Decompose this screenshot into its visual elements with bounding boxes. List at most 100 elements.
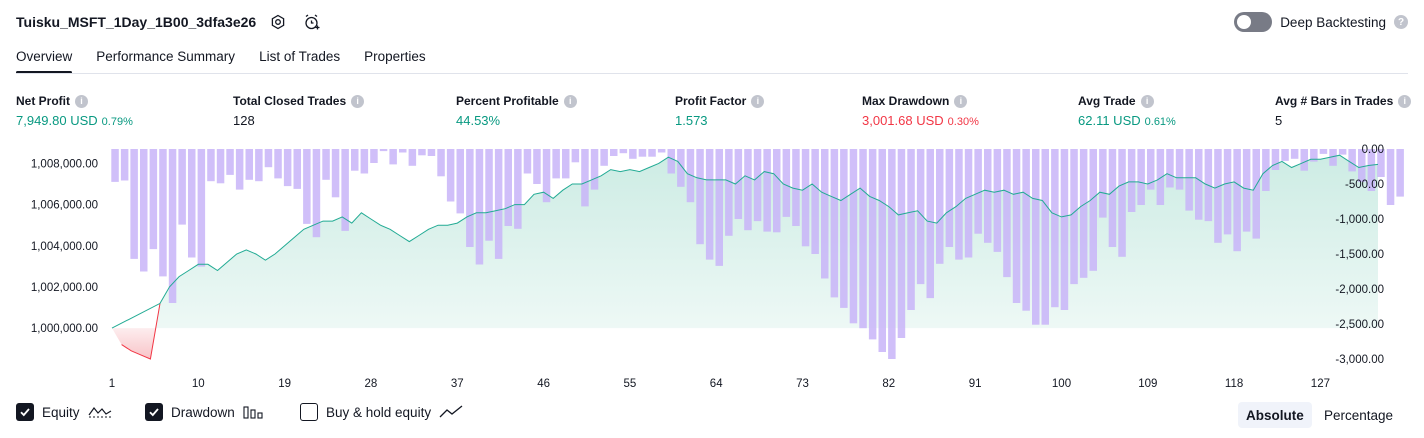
drawdown-bar	[312, 149, 321, 238]
right-axis-tick: -3,000.00	[1335, 354, 1384, 366]
info-icon[interactable]: i	[563, 94, 577, 108]
drawdown-bar	[1396, 149, 1404, 197]
alarm-clock-add-icon	[305, 14, 320, 30]
drawdown-bar	[1386, 149, 1395, 205]
drawdown-bar	[648, 149, 656, 157]
drawdown-bar	[763, 149, 771, 232]
settings-button[interactable]	[268, 12, 288, 32]
drawdown-bar	[494, 149, 503, 259]
drawdown-bar	[130, 149, 138, 259]
left-axis-tick: 1,008,000.00	[31, 158, 98, 170]
drawdown-bar	[1358, 149, 1366, 182]
drawdown-bar	[773, 149, 781, 233]
drawdown-bar	[120, 149, 129, 181]
drawdown-bar	[974, 149, 982, 234]
drawdown-bar	[1348, 149, 1356, 172]
drawdown-bar	[657, 149, 666, 153]
drawdown-bar	[274, 149, 282, 179]
right-axis-tick: -1,000.00	[1335, 214, 1384, 226]
drawdown-bar	[523, 149, 532, 174]
metric-value: 62.11 USD	[1078, 113, 1141, 128]
info-icon[interactable]: i	[351, 94, 365, 108]
drawdown-bar	[1290, 149, 1299, 159]
drawdown-bar	[1185, 149, 1193, 211]
question-circle-icon[interactable]: ?	[1394, 15, 1408, 29]
drawdown-bar	[581, 149, 589, 207]
info-icon[interactable]: i	[954, 94, 968, 108]
right-axis: 0.00 -500.00 -1,000.00 -1,500.00 -2,000.00 -2…	[1335, 144, 1384, 366]
drawdown-bar	[590, 149, 599, 190]
tab-properties[interactable]: Properties	[364, 49, 426, 64]
deep-backtesting-toggle[interactable]	[1234, 12, 1273, 32]
info-icon[interactable]: i	[75, 94, 88, 108]
drawdown-bar	[197, 149, 206, 267]
buy-hold-checkbox[interactable]	[300, 403, 318, 421]
metric-label: Net Profit	[16, 94, 70, 108]
x-axis-tick: 1	[109, 378, 115, 390]
info-icon[interactable]: i	[1140, 94, 1154, 108]
absolute-button[interactable]: Absolute	[1238, 402, 1312, 428]
tab-performance-summary[interactable]: Performance Summary	[96, 49, 236, 64]
strategy-title: Tuisku_MSFT_1Day_1B00_3dfa3e26	[16, 14, 257, 30]
equity-checkbox[interactable]	[16, 403, 34, 421]
drawdown-bar	[1060, 149, 1069, 310]
drawdown-bar	[638, 149, 647, 157]
drawdown-bar	[1079, 149, 1088, 278]
drawdown-bar	[235, 149, 244, 190]
metric-label: Total Closed Trades	[233, 94, 347, 108]
legend-buy-hold[interactable]: Buy & hold equity	[300, 403, 463, 421]
drawdown-bars-icon	[243, 406, 263, 419]
x-axis-tick: 91	[969, 378, 982, 390]
drawdown-bar	[629, 149, 637, 159]
x-axis-tick: 19	[278, 378, 291, 390]
drawdown-bar	[427, 149, 436, 156]
x-axis-tick: 37	[451, 378, 464, 390]
drawdown-bar	[159, 149, 167, 277]
drawdown-bar	[859, 149, 867, 329]
drawdown-bar	[1032, 149, 1040, 325]
drawdown-bar	[379, 149, 388, 152]
metric-percent: 0.79%	[101, 116, 133, 128]
drawdown-bar	[504, 149, 512, 226]
drawdown-bar	[1367, 149, 1376, 191]
legend-equity[interactable]: Equity	[16, 403, 112, 421]
x-axis-tick: 46	[537, 378, 550, 390]
drawdown-bar	[341, 149, 349, 231]
right-axis-tick: -2,500.00	[1335, 319, 1384, 331]
drawdown-bar	[821, 149, 829, 279]
metric-value: 3,001.68 USD	[862, 113, 944, 128]
tab-overview[interactable]: Overview	[16, 44, 73, 74]
drawdown-bar	[111, 149, 119, 182]
drawdown-bar	[840, 149, 848, 308]
drawdown-bar	[744, 149, 752, 231]
legend-equity-label: Equity	[42, 404, 80, 420]
drawdown-bar	[1242, 149, 1251, 232]
left-axis-tick: 1,006,000.00	[31, 200, 98, 212]
drawdown-bar	[178, 149, 186, 225]
drawdown-bar	[734, 149, 743, 219]
drawdown-bar	[322, 149, 330, 180]
drawdown-bar	[283, 149, 292, 187]
metric-label: Profit Factor	[675, 94, 747, 108]
percentage-button[interactable]: Percentage	[1324, 407, 1394, 423]
info-icon[interactable]: i	[751, 94, 765, 108]
drawdown-bar	[1175, 149, 1184, 190]
drawdown-bar	[552, 149, 560, 179]
drawdown-checkbox[interactable]	[145, 403, 163, 421]
info-icon[interactable]: i	[1398, 94, 1412, 108]
equity-below-area	[112, 328, 156, 359]
left-axis-tick: 1,002,000.00	[31, 282, 98, 294]
drawdown-bar	[916, 149, 925, 285]
toggle-knob	[1237, 15, 1252, 29]
right-axis-tick: -500.00	[1345, 179, 1384, 191]
drawdown-bar	[677, 149, 685, 187]
add-alert-button[interactable]	[302, 12, 322, 32]
drawdown-bar	[370, 149, 378, 163]
drawdown-bar	[149, 149, 158, 250]
equity-line	[111, 154, 1379, 329]
drawdown-bar	[782, 149, 791, 217]
equity-drawdown-chart[interactable]: 1,008,000.00 1,006,000.00 1,004,000.00 1,00…	[0, 140, 1424, 395]
drawdown-bar	[1089, 149, 1097, 271]
legend-drawdown[interactable]: Drawdown	[145, 403, 263, 421]
tab-list-of-trades[interactable]: List of Trades	[259, 49, 341, 64]
